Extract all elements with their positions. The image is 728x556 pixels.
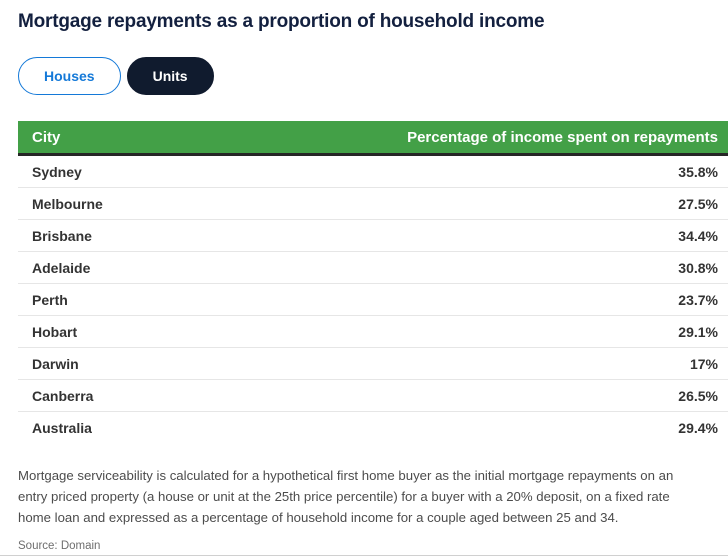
houses-toggle-button[interactable]: Houses	[18, 57, 121, 95]
city-cell: Canberra	[32, 387, 94, 404]
units-toggle-button[interactable]: Units	[126, 57, 214, 95]
source-attribution: Source: Domain	[18, 540, 101, 552]
value-cell: 35.8%	[678, 163, 718, 180]
value-cell: 30.8%	[678, 259, 718, 276]
city-cell: Adelaide	[32, 259, 91, 276]
table-row: Brisbane 34.4%	[18, 220, 728, 252]
city-cell: Melbourne	[32, 195, 103, 212]
city-cell: Hobart	[32, 323, 78, 340]
footnote-text: Mortgage serviceability is calculated fo…	[18, 468, 674, 525]
value-cell: 26.5%	[678, 387, 718, 404]
city-cell: Darwin	[32, 355, 79, 372]
value-cell: 29.1%	[678, 323, 718, 340]
page-title: Mortgage repayments as a proportion of h…	[18, 11, 545, 32]
city-cell: Perth	[32, 291, 68, 308]
table-row: Canberra 26.5%	[18, 380, 728, 412]
value-cell: 27.5%	[678, 195, 718, 212]
value-cell: 17%	[689, 355, 718, 372]
table-row: Perth 23.7%	[18, 284, 728, 316]
city-cell: Brisbane	[32, 227, 92, 244]
table-body: Sydney 35.8% Melbourne 27.5% Brisbane 34…	[18, 156, 728, 444]
property-type-toggle: Houses Units	[18, 57, 728, 95]
value-cell: 29.4%	[678, 420, 718, 436]
table-row: Adelaide 30.8%	[18, 252, 728, 284]
table-row: Australia 29.4%	[18, 412, 728, 444]
column-header-percentage: Percentage of income spent on repayments	[407, 128, 718, 146]
table-row: Melbourne 27.5%	[18, 188, 728, 220]
city-cell: Australia	[32, 420, 92, 436]
table-header-row: City Percentage of income spent on repay…	[18, 121, 728, 156]
value-cell: 23.7%	[678, 291, 718, 308]
column-header-city: City	[32, 128, 61, 146]
table-row: Hobart 29.1%	[18, 316, 728, 348]
table-row: Darwin 17%	[18, 348, 728, 380]
repayments-table: City Percentage of income spent on repay…	[18, 121, 728, 444]
table-row: Sydney 35.8%	[18, 156, 728, 188]
value-cell: 34.4%	[678, 227, 718, 244]
city-cell: Sydney	[32, 163, 82, 180]
